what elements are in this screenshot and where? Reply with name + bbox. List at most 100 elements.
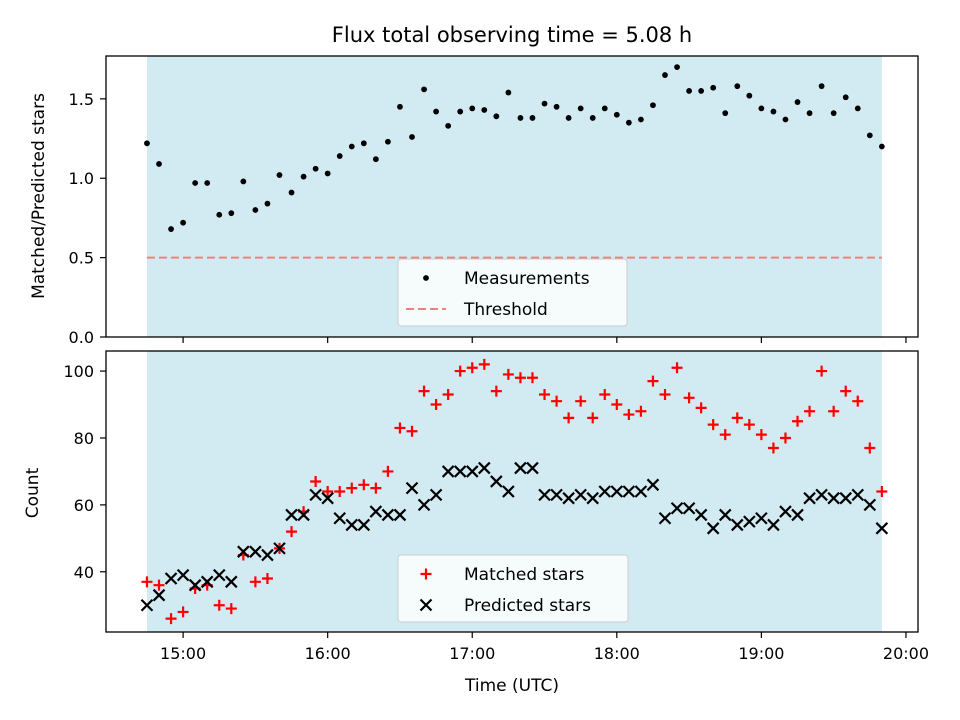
top-measurements-point bbox=[734, 83, 741, 90]
bottom-matched-stars-point bbox=[563, 412, 575, 424]
bottom-matched-stars-point bbox=[454, 365, 466, 377]
bottom-matched-stars-point bbox=[418, 385, 430, 397]
bottom-matched-stars-point bbox=[743, 419, 755, 431]
bottom-matched-stars-point bbox=[659, 388, 671, 400]
top-measurements-point bbox=[168, 226, 174, 232]
top-measurements-point bbox=[240, 178, 247, 185]
top-measurements-point bbox=[818, 83, 825, 90]
bottom-matched-stars-point bbox=[322, 486, 334, 497]
bottom-predicted-stars-point bbox=[188, 578, 202, 592]
bottom-matched-stars-point bbox=[731, 412, 743, 424]
bottom-matched-stars-point bbox=[153, 579, 165, 591]
bottom-matched-stars-point bbox=[478, 358, 490, 370]
top-measurements-point bbox=[324, 170, 331, 177]
bottom-matched-stars-point bbox=[575, 395, 587, 407]
top-measurements-point bbox=[710, 84, 717, 91]
bottom-matched-stars-point bbox=[310, 475, 322, 487]
bottom-x-tick-label: 17:00 bbox=[449, 644, 495, 663]
bottom-y-tick-label: 100 bbox=[63, 362, 94, 381]
bottom-matched-stars-point bbox=[792, 415, 804, 427]
chart-title: Flux total observing time = 5.08 h bbox=[332, 23, 692, 47]
bottom-matched-stars-point bbox=[539, 388, 551, 400]
top-legend: Measurements Threshold bbox=[397, 258, 628, 327]
bottom-predicted-stars-point bbox=[393, 508, 407, 522]
bottom-predicted-stars-point bbox=[369, 505, 383, 518]
top-y-tick-label: 0.0 bbox=[69, 328, 94, 347]
bottom-predicted-stars-point bbox=[610, 485, 624, 498]
bottom-predicted-stars-point bbox=[465, 465, 479, 478]
bottom-matched-stars-point bbox=[406, 425, 418, 437]
top-measurements-point bbox=[144, 140, 150, 147]
bottom-matched-stars-point bbox=[635, 405, 647, 417]
bottom-matched-stars-point bbox=[828, 405, 840, 417]
bottom-legend-matched-stars-marker bbox=[420, 568, 432, 580]
top-measurements-point bbox=[385, 138, 391, 145]
bottom-predicted-stars-point bbox=[429, 488, 443, 502]
bottom-predicted-stars-point bbox=[478, 461, 491, 475]
bottom-predicted-stars-point bbox=[321, 491, 334, 505]
bottom-predicted-stars-point bbox=[441, 465, 455, 478]
top-measurements-point bbox=[758, 105, 765, 112]
bottom-predicted-stars-point bbox=[743, 515, 756, 528]
top-axes-frame bbox=[105, 55, 919, 338]
bottom-predicted-stars-point bbox=[152, 588, 166, 602]
bottom-predicted-stars-point bbox=[453, 465, 467, 478]
bottom-predicted-stars-point bbox=[526, 461, 539, 475]
bottom-predicted-stars-point bbox=[755, 511, 768, 525]
bottom-matched-stars-point bbox=[804, 405, 816, 417]
bottom-matched-stars-point bbox=[876, 486, 888, 497]
top-measurements-point bbox=[252, 207, 259, 213]
top-measurements-point bbox=[204, 180, 211, 186]
bottom-matched-stars-point bbox=[358, 479, 370, 491]
bottom-predicted-stars-point bbox=[598, 485, 612, 498]
bottom-y-tick-label: 60 bbox=[74, 496, 94, 515]
bottom-predicted-stars-point bbox=[176, 568, 190, 582]
bottom-predicted-stars-point bbox=[212, 568, 226, 582]
bottom-matched-stars-point bbox=[394, 422, 406, 434]
bottom-predicted-stars-point bbox=[863, 498, 877, 512]
bottom-predicted-stars-point bbox=[767, 518, 780, 532]
bottom-predicted-stars-point bbox=[646, 478, 660, 492]
top-measurements-point bbox=[228, 210, 235, 217]
bottom-legend-predicted-stars-marker bbox=[419, 598, 433, 612]
bottom-legend-predicted-stars-label: Predicted stars bbox=[464, 596, 591, 616]
bottom-predicted-stars-point bbox=[345, 518, 359, 532]
bottom-matched-stars-point bbox=[719, 429, 731, 441]
bottom-matched-stars-point bbox=[213, 599, 225, 611]
bottom-predicted-stars-point bbox=[261, 548, 274, 562]
bottom-y-tick-label: 80 bbox=[74, 429, 94, 448]
bottom-predicted-stars-point bbox=[333, 511, 346, 525]
top-measurements-point bbox=[397, 103, 403, 110]
bottom-matched-stars-point bbox=[141, 576, 153, 588]
bottom-matched-stars-point bbox=[490, 385, 502, 397]
bottom-predicted-stars-point bbox=[357, 518, 371, 532]
top-measurements-point bbox=[878, 143, 885, 150]
bottom-predicted-stars-point bbox=[803, 491, 816, 505]
top-measurements-point bbox=[782, 116, 789, 123]
bottom-predicted-stars-point bbox=[779, 505, 792, 518]
bottom-predicted-stars-point bbox=[815, 488, 828, 502]
bottom-matched-stars-point bbox=[599, 388, 611, 400]
top-measurements-point bbox=[360, 140, 367, 147]
bottom-matched-stars-point bbox=[695, 402, 707, 414]
top-measurements-point bbox=[565, 115, 572, 121]
bottom-predicted-stars-point bbox=[839, 491, 852, 505]
bottom-matched-stars-point bbox=[466, 362, 478, 374]
bottom-predicted-stars-point bbox=[731, 518, 744, 532]
bottom-predicted-stars-point bbox=[140, 598, 154, 612]
top-legend-threshold-label: Threshold bbox=[463, 300, 548, 320]
top-measurements-point bbox=[662, 72, 668, 78]
bottom-matched-stars-point bbox=[286, 526, 298, 538]
top-measurements-point bbox=[529, 115, 536, 121]
top-y-tick-label: 0.5 bbox=[69, 249, 94, 268]
top-measurements-point bbox=[854, 105, 861, 112]
bottom-matched-stars-point bbox=[852, 395, 864, 407]
bottom-matched-stars-point bbox=[165, 613, 177, 625]
bottom-predicted-stars-point bbox=[634, 485, 648, 498]
bottom-predicted-stars-point bbox=[200, 575, 214, 589]
bottom-y-axis-label: Count bbox=[23, 467, 43, 518]
bottom-matched-stars-point bbox=[502, 368, 514, 380]
top-measurements-point bbox=[842, 94, 849, 101]
bottom-matched-stars-point bbox=[647, 375, 659, 387]
bottom-y-tick-label: 40 bbox=[74, 563, 94, 582]
